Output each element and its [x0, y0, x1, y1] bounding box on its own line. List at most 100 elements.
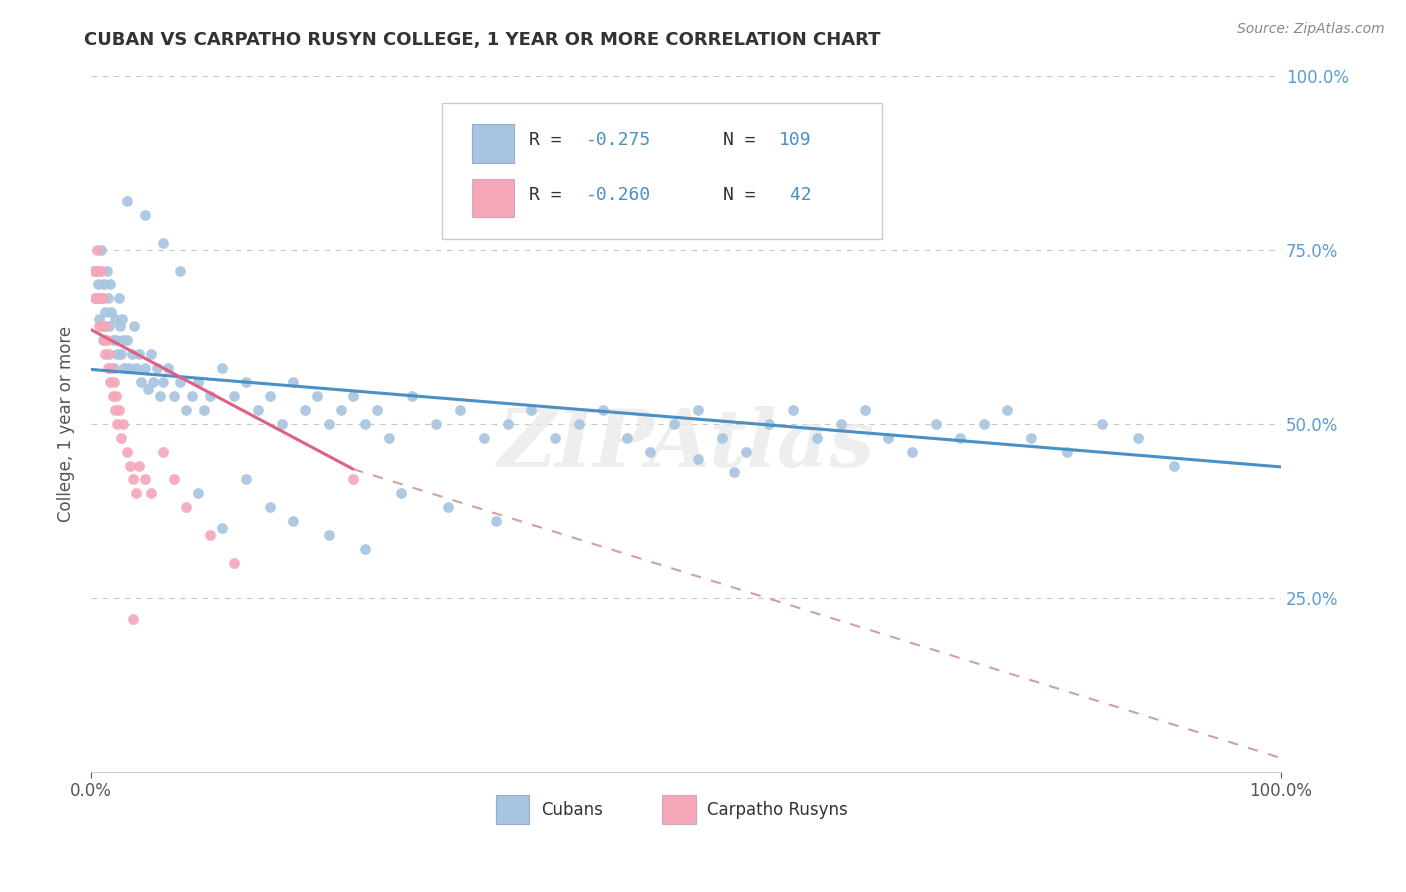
Point	[145, 361, 167, 376]
Point	[105, 333, 128, 347]
Point	[93, 333, 115, 347]
Point	[949, 431, 972, 445]
Point	[112, 417, 135, 431]
Point	[193, 402, 215, 417]
Point	[377, 431, 399, 445]
Point	[107, 292, 129, 306]
Point	[198, 389, 221, 403]
Point	[485, 514, 508, 528]
Point	[353, 542, 375, 557]
Point	[104, 312, 127, 326]
Point	[97, 292, 120, 306]
Point	[1128, 431, 1150, 445]
Point	[401, 389, 423, 403]
Point	[734, 444, 756, 458]
Point	[925, 417, 948, 431]
Point	[115, 333, 138, 347]
Bar	[496, 795, 529, 824]
Point	[122, 319, 145, 334]
Point	[198, 528, 221, 542]
Point	[115, 444, 138, 458]
Point	[640, 444, 662, 458]
Point	[108, 319, 131, 334]
Point	[973, 417, 995, 431]
Text: N =: N =	[723, 186, 766, 203]
Point	[134, 208, 156, 222]
Point	[318, 528, 340, 542]
Point	[98, 319, 121, 334]
Point	[169, 375, 191, 389]
Point	[120, 458, 142, 473]
Point	[90, 292, 112, 306]
Point	[100, 305, 122, 319]
Point	[129, 375, 152, 389]
Point	[270, 417, 292, 431]
Point	[758, 417, 780, 431]
Point	[96, 263, 118, 277]
Point	[211, 361, 233, 376]
Point	[163, 473, 186, 487]
Point	[105, 389, 128, 403]
Point	[662, 417, 685, 431]
Point	[259, 389, 281, 403]
Bar	[472, 124, 513, 162]
Point	[342, 473, 364, 487]
Point	[112, 333, 135, 347]
Text: R =: R =	[529, 131, 572, 149]
Point	[782, 402, 804, 417]
Point	[187, 486, 209, 500]
Point	[101, 333, 124, 347]
Point	[103, 361, 125, 376]
Point	[157, 361, 180, 376]
Point	[87, 263, 110, 277]
Point	[134, 473, 156, 487]
Text: N =: N =	[723, 131, 766, 149]
Point	[246, 402, 269, 417]
Point	[806, 431, 828, 445]
Point	[152, 444, 174, 458]
Point	[1019, 431, 1042, 445]
Point	[89, 312, 111, 326]
Point	[294, 402, 316, 417]
Point	[139, 347, 162, 361]
Point	[98, 347, 121, 361]
Y-axis label: College, 1 year or more: College, 1 year or more	[58, 326, 75, 522]
Point	[592, 402, 614, 417]
Point	[94, 347, 117, 361]
Text: 42: 42	[779, 186, 811, 203]
Point	[176, 402, 198, 417]
Point	[686, 402, 709, 417]
Point	[97, 361, 120, 376]
Point	[830, 417, 852, 431]
Point	[152, 235, 174, 250]
Point	[472, 431, 495, 445]
Point	[86, 243, 108, 257]
Point	[110, 347, 132, 361]
Point	[169, 263, 191, 277]
Point	[107, 402, 129, 417]
Point	[114, 361, 136, 376]
Point	[94, 305, 117, 319]
Point	[83, 292, 105, 306]
Point	[90, 243, 112, 257]
Point	[83, 263, 105, 277]
Point	[877, 431, 900, 445]
Point	[84, 263, 107, 277]
Point	[142, 375, 165, 389]
Point	[1091, 417, 1114, 431]
Point	[105, 417, 128, 431]
Point	[686, 451, 709, 466]
Point	[98, 375, 121, 389]
Point	[330, 402, 353, 417]
Bar	[472, 178, 513, 217]
Point	[307, 389, 329, 403]
Text: 109: 109	[779, 131, 811, 149]
Point	[136, 382, 159, 396]
Text: -0.260: -0.260	[586, 186, 651, 203]
Point	[163, 389, 186, 403]
Point	[222, 389, 245, 403]
Point	[342, 389, 364, 403]
Point	[235, 473, 257, 487]
Point	[83, 292, 105, 306]
Point	[94, 319, 117, 334]
